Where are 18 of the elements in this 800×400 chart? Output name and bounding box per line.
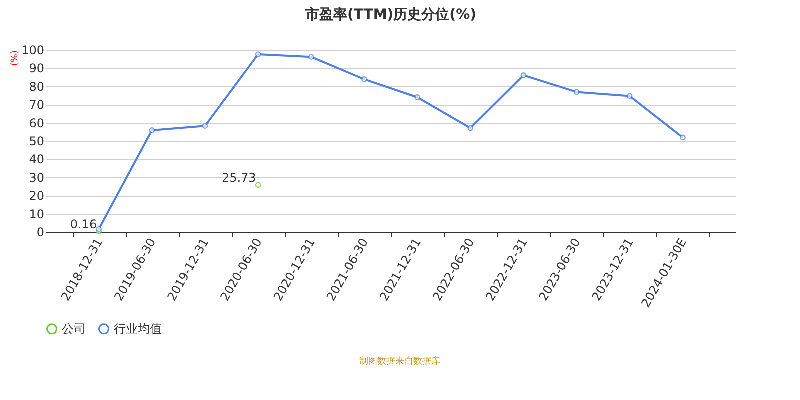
y-tick-label: 10 xyxy=(29,207,44,222)
y-tick-label: 90 xyxy=(29,62,44,76)
data-label: 25.73 xyxy=(222,171,256,186)
text: 制图数据来自数据库 xyxy=(358,356,442,368)
data-label: 0.16 xyxy=(70,218,98,232)
y-tick-label: 40 xyxy=(29,152,44,167)
legend-label: 行业均值 xyxy=(114,322,162,336)
y-tick-label: 0 xyxy=(36,226,44,240)
y-tick-label: 30 xyxy=(29,170,44,185)
y-tick-label: 80 xyxy=(29,80,44,94)
y-axis-title: (%) xyxy=(10,50,21,66)
y-tick-label: 60 xyxy=(29,116,44,130)
y-tick-label: 100 xyxy=(22,44,44,58)
y-tick-label: 20 xyxy=(29,189,44,204)
legend-label: 公司 xyxy=(62,322,86,336)
y-tick-label: 50 xyxy=(29,134,44,148)
y-tick-label: 70 xyxy=(29,98,44,112)
chart-title: 市盈率(TTM)历史分位(%) xyxy=(304,6,476,23)
